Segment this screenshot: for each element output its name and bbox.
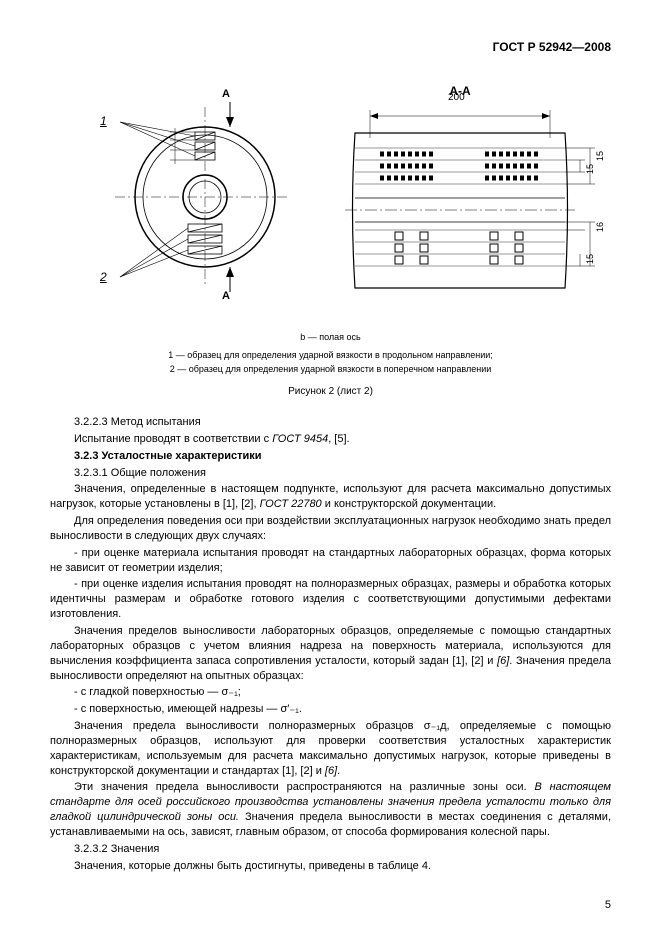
p-sigma1: - с гладкой поверхностью — σ₋₁; (50, 685, 611, 700)
p-table4: Значения, которые должны быть достигнуты… (50, 859, 611, 874)
p-case1: - при оценке материала испытания проводя… (50, 546, 611, 576)
p-3231: 3.2.3.1 Общие положения (50, 466, 611, 481)
arrow-a-bot: А (222, 290, 230, 302)
caption-b: b — полая ось (50, 332, 611, 342)
callout-1: 1 (100, 114, 107, 128)
p-sigma1prime: - с поверхностью, имеющей надрезы — σ′₋₁… (50, 702, 611, 717)
arrow-a-top: А (222, 88, 230, 100)
figure-title: Рисунок 2 (лист 2) (50, 386, 611, 397)
p-3223: 3.2.2.3 Метод испытания (50, 415, 611, 430)
span: Эти значения предела выносливости распро… (74, 781, 534, 793)
callout-2: 2 (100, 270, 107, 284)
span: Испытание проводят в соответствии с (74, 433, 272, 445)
legend-2: 2 — образец для определения ударной вязк… (50, 364, 611, 374)
legend-1: 1 — образец для определения ударной вязк… (50, 350, 611, 360)
p-fullsize: Значения предела выносливости полноразме… (50, 719, 611, 778)
p-test-method: Испытание проводят в соответствии с ГОСТ… (50, 432, 611, 447)
span: , [5]. (328, 433, 349, 445)
p-zones: Эти значения предела выносливости распро… (50, 780, 611, 839)
dim-16: 16 (595, 222, 605, 232)
p-323-head: 3.2.3 Усталостные характеристики (50, 449, 611, 464)
p-lab-values: Значения пределов выносливости лаборатор… (50, 624, 611, 683)
dim-200: 200 (448, 92, 465, 103)
ref-gost22780: ГОСТ 22780 (260, 498, 322, 510)
figure-right-view: А-А (340, 84, 610, 308)
ref-gost9454: ГОСТ 9454 (272, 433, 328, 445)
dim-15-b: 15 (585, 164, 595, 174)
p-behavior: Для определения поведения оси при воздей… (50, 514, 611, 544)
page-number: 5 (605, 899, 611, 911)
ref-6b: [6] (325, 765, 337, 777)
figure-2-area: 1 2 А А А-А (50, 72, 611, 322)
p-case2: - при оценке изделия испытания проводят … (50, 577, 611, 622)
dim-15-c: 15 (585, 254, 595, 264)
ref-6a: [6] (497, 655, 509, 667)
p-3232: 3.2.3.2 Значения (50, 842, 611, 857)
body-text: 3.2.2.3 Метод испытания Испытание провод… (50, 415, 611, 873)
document-page: ГОСТ Р 52942—2008 (0, 0, 661, 936)
span: и конструкторской документации. (322, 498, 497, 510)
span: . (337, 765, 340, 777)
dim-15-a: 15 (595, 151, 605, 161)
figure-left-view: 1 2 А А (110, 92, 290, 302)
p-values-intro: Значения, определенные в настоящем подпу… (50, 482, 611, 512)
doc-number-header: ГОСТ Р 52942—2008 (50, 40, 611, 54)
